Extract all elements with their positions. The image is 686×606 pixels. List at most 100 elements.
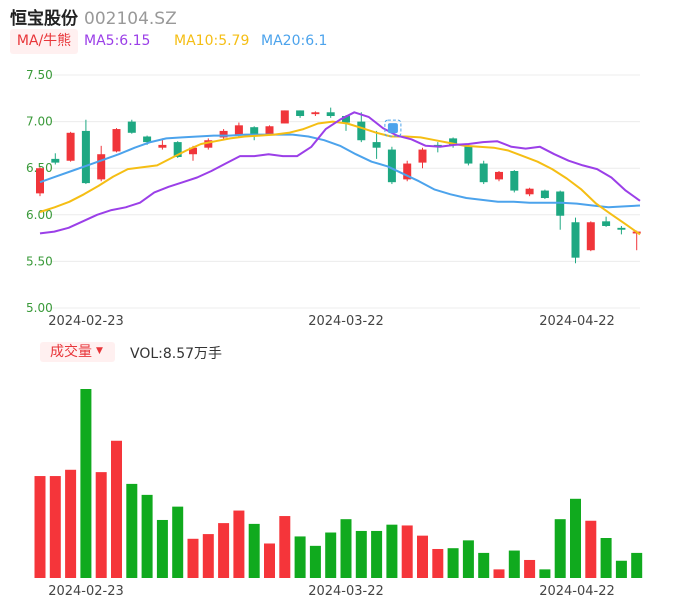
y-tick-label: 5.50 xyxy=(26,254,53,268)
candle-body xyxy=(51,158,60,163)
ma5-legend: MA5:6.15 xyxy=(84,33,151,49)
volume-indicator-selector[interactable]: 成交量 ▼ xyxy=(40,342,115,362)
volume-bar xyxy=(570,498,581,578)
candle-body xyxy=(265,126,274,135)
candle-body xyxy=(387,149,396,183)
volume-bar xyxy=(218,523,230,578)
volume-bar xyxy=(340,519,352,578)
y-tick-label: 7.00 xyxy=(26,115,53,129)
volume-bar xyxy=(126,483,138,578)
x-date-label: 2024-03-22 xyxy=(308,584,384,599)
candle-body xyxy=(81,130,90,184)
candle-body xyxy=(280,110,289,124)
y-tick-label: 5.00 xyxy=(26,301,53,315)
candle-body xyxy=(510,170,519,191)
event-marker-icon[interactable] xyxy=(387,123,398,134)
candle-body xyxy=(296,110,305,117)
candle-body xyxy=(372,142,381,148)
candle-body xyxy=(66,132,75,161)
volume-bar xyxy=(585,520,597,578)
volume-value: VOL:8.57万手 xyxy=(130,346,223,362)
candle-body xyxy=(204,140,213,148)
volume-bar xyxy=(401,525,413,578)
volume-bar xyxy=(615,560,627,578)
ma10-legend: MA10:5.79 xyxy=(174,33,250,49)
volume-bar xyxy=(187,538,199,578)
volume-bar xyxy=(432,548,444,578)
volume-bar xyxy=(447,548,459,578)
volume-label: 成交量 xyxy=(50,344,92,360)
candle-body xyxy=(219,130,228,138)
volume-bar xyxy=(478,552,490,578)
volume-bar xyxy=(294,536,306,578)
candle-body xyxy=(173,142,182,158)
x-date-label: 2024-04-22 xyxy=(539,584,615,599)
ma5-line xyxy=(39,111,641,235)
candle-body xyxy=(189,147,197,155)
candle-body xyxy=(234,125,243,135)
volume-bar xyxy=(141,494,153,578)
candle-body xyxy=(97,154,106,180)
candle-body xyxy=(143,136,152,143)
volume-bar xyxy=(386,524,398,578)
candle-body xyxy=(602,221,611,226)
x-date-label: 2024-04-22 xyxy=(539,314,615,329)
x-date-label: 2024-03-22 xyxy=(308,314,384,329)
volume-bar xyxy=(80,389,92,578)
volume-bar xyxy=(248,523,260,578)
candle-body xyxy=(571,222,580,258)
volume-bar xyxy=(524,559,536,578)
stock-title: 恒宝股份 002104.SZ xyxy=(10,4,177,29)
volume-bar xyxy=(325,532,337,578)
volume-bar xyxy=(279,516,291,578)
volume-bar xyxy=(554,519,566,578)
ma20-legend: MA20:6.1 xyxy=(261,33,328,49)
y-tick-label: 7.50 xyxy=(26,68,53,82)
volume-bar xyxy=(233,510,245,578)
volume-bar xyxy=(462,540,474,578)
candle-body xyxy=(464,145,473,164)
x-date-label: 2024-02-23 xyxy=(48,584,124,599)
volume-bar xyxy=(539,569,551,578)
volume-bar xyxy=(49,476,61,578)
volume-bar xyxy=(172,506,184,578)
volume-bar xyxy=(264,543,275,578)
candle-body xyxy=(586,222,595,251)
volume-bar xyxy=(631,552,643,578)
candle-body xyxy=(36,168,44,194)
stock-name: 恒宝股份 xyxy=(10,9,78,29)
event-marker-frame[interactable] xyxy=(384,119,402,137)
volume-bar xyxy=(156,519,168,578)
candle-body xyxy=(479,163,488,183)
candle-body xyxy=(449,138,458,145)
caret-down-icon: ▼ xyxy=(96,346,103,356)
volume-bar xyxy=(600,538,612,578)
candle-body xyxy=(127,121,136,133)
volume-bar xyxy=(34,476,46,578)
candle-body xyxy=(418,149,427,163)
x-date-label: 2024-02-23 xyxy=(48,314,124,329)
candle-body xyxy=(540,190,549,199)
volume-bar xyxy=(371,530,383,578)
volume-bar xyxy=(355,530,367,578)
candle-body xyxy=(311,112,320,115)
volume-bar xyxy=(202,534,214,578)
volume-bar xyxy=(493,569,505,578)
candle-body xyxy=(250,127,259,135)
candle-body xyxy=(326,112,335,117)
volume-bar xyxy=(95,472,107,578)
candle-body xyxy=(342,116,350,123)
volume-bar xyxy=(508,550,520,578)
candle-body xyxy=(495,171,503,180)
candle-body xyxy=(158,144,167,148)
candle-body xyxy=(617,227,626,230)
volume-bar xyxy=(65,469,77,578)
stock-code: 002104.SZ xyxy=(84,9,177,29)
candle-body xyxy=(403,163,412,180)
volume-bar xyxy=(309,545,321,578)
volume-bar xyxy=(111,440,122,578)
candle-body xyxy=(525,188,534,195)
ma-indicator-selector[interactable]: MA/牛熊 xyxy=(10,29,78,54)
candle-body xyxy=(357,121,366,141)
